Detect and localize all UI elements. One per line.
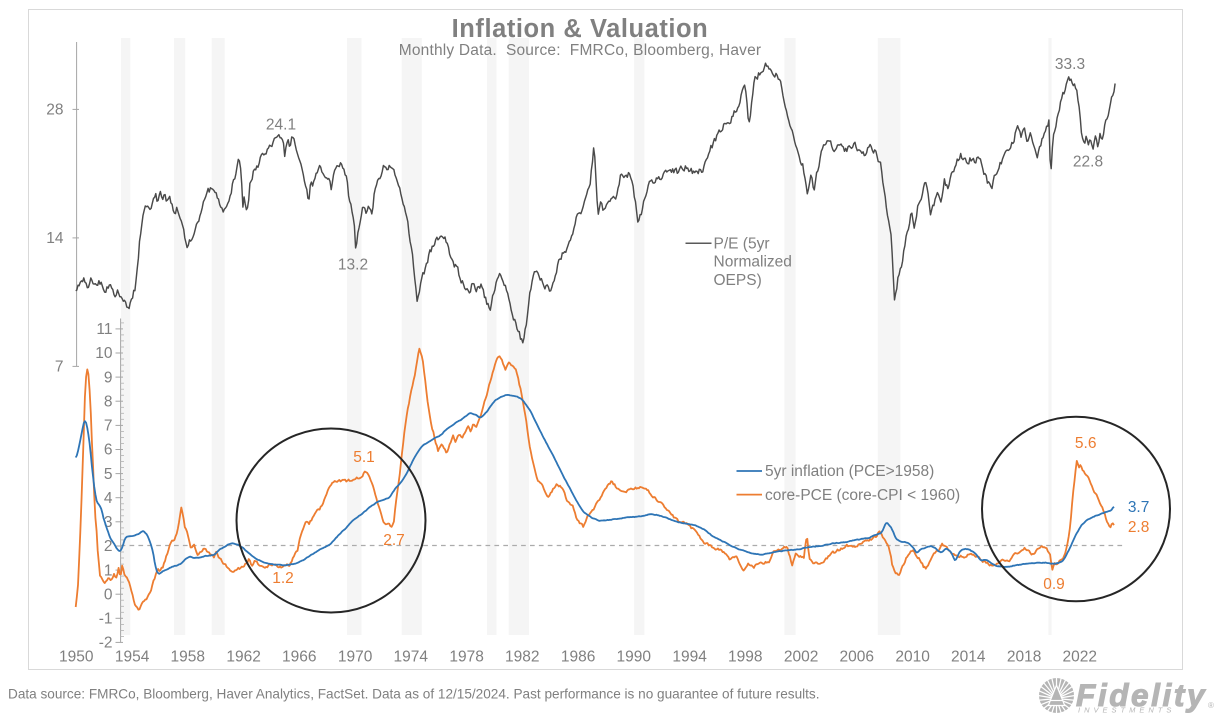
svg-text:-1: -1: [99, 611, 113, 628]
svg-text:2: 2: [104, 538, 113, 555]
svg-text:5.6: 5.6: [1075, 435, 1097, 452]
svg-text:1978: 1978: [449, 649, 483, 666]
svg-text:0.9: 0.9: [1043, 576, 1065, 593]
svg-text:1982: 1982: [505, 649, 539, 666]
svg-text:9: 9: [104, 369, 113, 386]
svg-text:5yr inflation (PCE>1958): 5yr inflation (PCE>1958): [765, 463, 934, 480]
svg-text:10: 10: [95, 345, 113, 362]
svg-text:2010: 2010: [895, 649, 930, 666]
svg-text:Monthly Data. Source: FMRCo,: Monthly Data. Source: FMRCo, Bloomberg, …: [399, 42, 762, 59]
svg-text:1950: 1950: [59, 649, 94, 666]
svg-text:2006: 2006: [840, 649, 874, 666]
svg-text:5.1: 5.1: [353, 449, 375, 466]
svg-text:1970: 1970: [338, 649, 373, 666]
svg-text:Data source: FMRCo, Bloomberg,: Data source: FMRCo, Bloomberg, Haver Ana…: [8, 687, 820, 702]
svg-text:1998: 1998: [728, 649, 762, 666]
svg-text:1: 1: [104, 562, 113, 579]
svg-text:P/E (5yr: P/E (5yr: [714, 235, 770, 252]
svg-text:28: 28: [46, 102, 63, 119]
svg-text:2018: 2018: [1007, 649, 1041, 666]
svg-text:Normalized: Normalized: [714, 254, 792, 271]
svg-text:8: 8: [104, 393, 113, 410]
svg-text:1974: 1974: [394, 649, 429, 666]
svg-text:INVESTMENTS: INVESTMENTS: [1078, 706, 1175, 715]
svg-text:24.1: 24.1: [266, 117, 296, 134]
svg-text:14: 14: [46, 230, 64, 247]
svg-text:1994: 1994: [672, 649, 707, 666]
svg-text:-2: -2: [99, 635, 113, 652]
svg-text:1954: 1954: [115, 649, 150, 666]
svg-text:1962: 1962: [226, 649, 260, 666]
svg-text:®: ®: [1208, 701, 1214, 710]
svg-text:0: 0: [104, 586, 113, 603]
svg-text:3.7: 3.7: [1128, 499, 1150, 516]
svg-text:1990: 1990: [617, 649, 652, 666]
svg-text:1958: 1958: [171, 649, 205, 666]
svg-text:1986: 1986: [561, 649, 595, 666]
svg-text:13.2: 13.2: [338, 257, 368, 274]
svg-text:6: 6: [104, 442, 113, 459]
svg-text:4: 4: [104, 490, 113, 507]
svg-text:1966: 1966: [282, 649, 316, 666]
svg-text:3: 3: [104, 514, 113, 531]
svg-text:11: 11: [96, 321, 112, 338]
svg-text:2014: 2014: [951, 649, 986, 666]
svg-text:33.3: 33.3: [1055, 56, 1085, 73]
svg-text:2.8: 2.8: [1128, 519, 1150, 536]
svg-text:core-PCE (core-CPI < 1960): core-PCE (core-CPI < 1960): [765, 487, 960, 504]
svg-text:OEPS): OEPS): [714, 272, 762, 289]
svg-text:2002: 2002: [784, 649, 818, 666]
svg-text:2.7: 2.7: [383, 532, 405, 549]
svg-text:1.2: 1.2: [272, 570, 294, 587]
svg-text:Inflation & Valuation: Inflation & Valuation: [452, 15, 709, 43]
svg-text:22.8: 22.8: [1073, 154, 1103, 171]
svg-text:7: 7: [104, 418, 113, 435]
svg-text:5: 5: [104, 466, 113, 483]
svg-text:Fidelity: Fidelity: [1076, 677, 1207, 713]
svg-text:7: 7: [55, 359, 64, 376]
svg-text:2022: 2022: [1063, 649, 1097, 666]
